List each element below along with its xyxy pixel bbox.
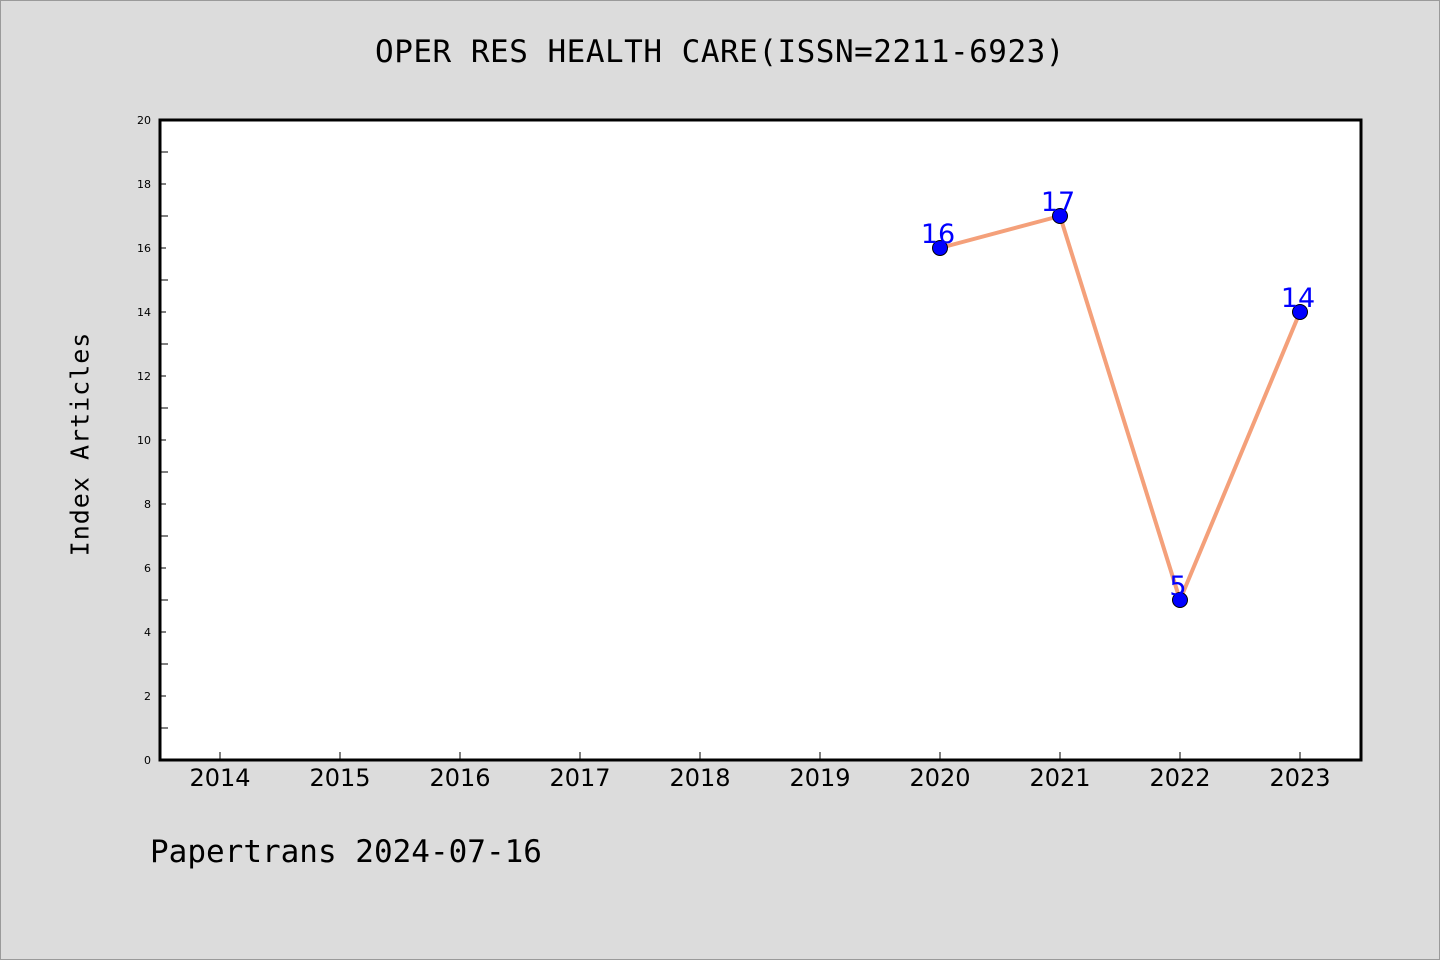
x-tick-label: 2021	[1029, 764, 1090, 792]
x-tick-label: 2016	[429, 764, 490, 792]
y-tick-label: 6	[144, 562, 151, 575]
data-label: 17	[1041, 187, 1075, 218]
y-tick-label: 0	[144, 754, 151, 767]
footer-credit: Papertrans 2024-07-16	[150, 834, 542, 870]
data-label: 14	[1281, 283, 1315, 314]
data-point	[1172, 592, 1188, 608]
x-tick-label: 2017	[549, 764, 610, 792]
data-point	[932, 240, 948, 256]
y-tick-label: 2	[144, 690, 151, 703]
plot-area	[160, 120, 1361, 760]
x-tick-label: 2015	[309, 764, 370, 792]
x-tick-label: 2022	[1149, 764, 1210, 792]
data-label: 16	[921, 219, 955, 250]
y-tick-label: 8	[144, 498, 151, 511]
chart-title: OPER RES HEALTH CARE(ISSN=2211-6923)	[375, 34, 1065, 70]
y-tick-label: 20	[137, 114, 151, 127]
y-tick-label: 12	[137, 370, 151, 383]
y-tick-label: 10	[137, 434, 151, 447]
data-point	[1052, 208, 1068, 224]
y-tick-label: 18	[137, 178, 151, 191]
x-tick-label: 2020	[909, 764, 970, 792]
x-tick-label: 2014	[189, 764, 250, 792]
x-tick-label: 2018	[669, 764, 730, 792]
data-label: 5	[1169, 571, 1186, 602]
x-tick-label: 2019	[789, 764, 850, 792]
x-tick-label: 2023	[1269, 764, 1330, 792]
data-point	[1292, 304, 1308, 320]
y-tick-label: 14	[137, 306, 151, 319]
y-tick-label: 4	[144, 626, 151, 639]
plot-border	[158, 118, 1363, 762]
y-tick-label: 16	[137, 242, 151, 255]
series-line	[938, 214, 1302, 602]
